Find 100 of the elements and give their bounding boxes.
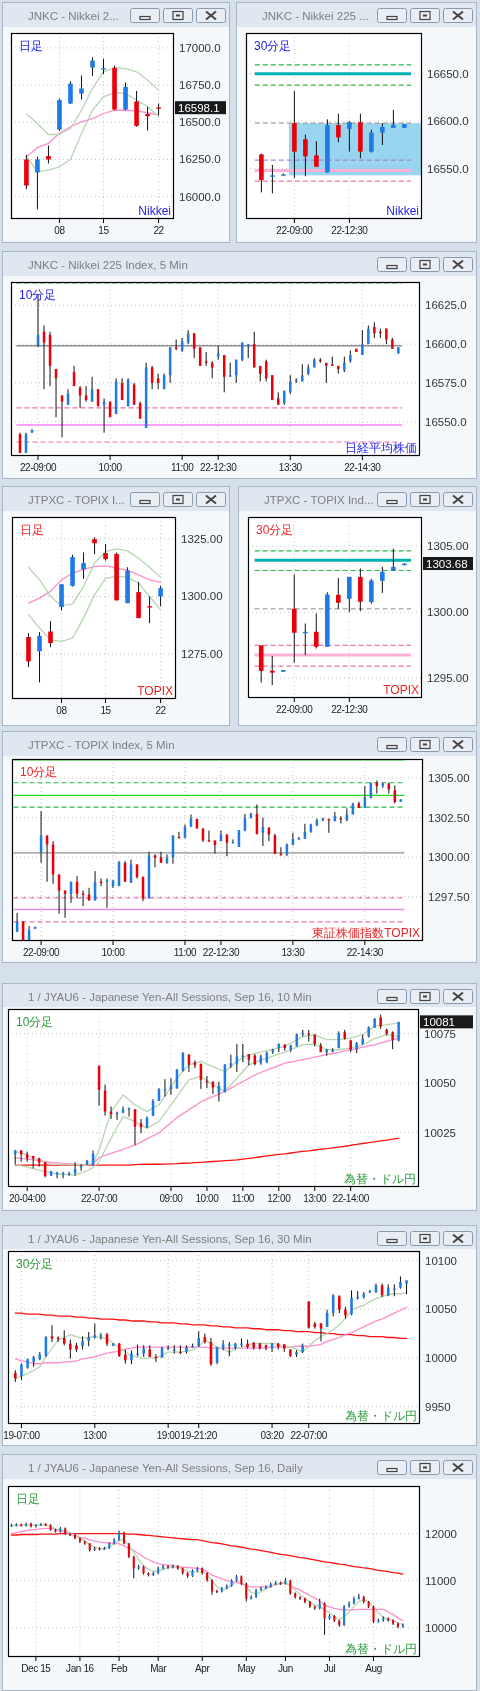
x-tick-label: 11:00 [171, 462, 195, 473]
x-tick-label: 10:00 [101, 947, 126, 958]
x-tick-label: 22-12:30 [331, 225, 369, 236]
x-tick-label: 22-09:00 [22, 947, 61, 958]
line-series [14, 1306, 408, 1365]
candlestick [279, 846, 283, 856]
y-tick-label: 9950 [425, 1400, 451, 1413]
chart-title: 1 / JYAU6 - Japanese Yen-All Sessions, Sep 16, 30 Min [28, 1233, 312, 1245]
x-tick-label: 13:00 [303, 1193, 328, 1204]
y-tick-label: 16575.0 [425, 376, 467, 389]
candlestick [163, 1078, 167, 1098]
x-tick-label: 22-14:30 [344, 462, 382, 473]
x-tick-label: 22 [155, 705, 167, 716]
candlestick [158, 585, 163, 607]
candlestick [245, 1582, 248, 1602]
line-series [27, 575, 162, 643]
x-tick-label: 11:00 [173, 947, 197, 958]
candlestick [90, 56, 95, 77]
candlestick [79, 75, 84, 101]
x-tick-label: Apr [195, 1663, 211, 1674]
candlestick [205, 1075, 209, 1089]
chart-title: 1 / JYAU6 - Japanese Yen-All Sessions, Sep 16, 10 Min [28, 991, 312, 1003]
x-tick-label: 11:00 [231, 1193, 255, 1204]
y-tick-label: 16750.0 [179, 79, 221, 92]
annotation: 10分足 [16, 1015, 54, 1029]
candlestick [59, 583, 64, 612]
x-tick-label: 13:30 [281, 947, 306, 958]
y-tick-label: 10100 [425, 1254, 457, 1267]
y-tick-label: 10050 [425, 1303, 457, 1316]
line-series [25, 66, 160, 136]
x-tick-label: 10:00 [195, 1193, 220, 1204]
y-tick-label: 1275.00 [181, 648, 223, 661]
x-tick-label: May [237, 1663, 256, 1674]
text: 10081 [423, 1015, 455, 1028]
chart-title: JNKC - Nikkei 225 Index, 5 Min [28, 259, 188, 271]
y-tick-label: 1300.00 [181, 590, 223, 603]
candlestick [335, 577, 341, 610]
x-tick-label: 10:00 [98, 462, 123, 473]
candlestick [241, 1043, 245, 1063]
annotation: 日足 [16, 1492, 40, 1506]
y-tick-label: 10025 [424, 1126, 456, 1139]
candlestick [35, 156, 40, 210]
y-tick-label: 1305.00 [428, 771, 470, 784]
y-tick-label: 16600.0 [427, 115, 469, 128]
line-series [27, 565, 162, 604]
x-tick-label: 08 [54, 225, 66, 236]
line-series [10, 1532, 404, 1575]
x-tick-label: Feb [111, 1663, 128, 1674]
candlestick [153, 853, 157, 868]
x-tick-label: 15 [98, 225, 110, 236]
y-tick-label: 1297.50 [428, 890, 470, 903]
y-tick-label: 1305.00 [427, 540, 469, 553]
y-tick-label: 1300.00 [427, 606, 469, 619]
candlestick [69, 1339, 72, 1360]
annotation: TOPIX [383, 683, 419, 697]
x-tick-label: 22-09:00 [276, 225, 314, 236]
candlestick [48, 620, 53, 648]
line-series [27, 548, 162, 607]
x-tick-label: Jul [323, 1663, 336, 1674]
candlestick [350, 1289, 353, 1316]
candlestick [259, 1586, 262, 1592]
x-tick-label: 19-07:00 [3, 1430, 41, 1441]
chart-title: JNKC - Nikkei 225 ... [262, 10, 369, 22]
y-tick-label: 10050 [424, 1077, 456, 1090]
annotation: 10分足 [19, 288, 57, 302]
candlestick [269, 655, 275, 686]
candlestick [25, 1522, 28, 1528]
x-tick-label: 22-12:30 [202, 947, 240, 958]
x-tick-label: 13:30 [278, 462, 303, 473]
y-tick-label: 16550.0 [425, 415, 467, 428]
candlestick [361, 329, 364, 356]
candlestick [339, 815, 343, 824]
y-tick-label: 16500.0 [179, 116, 221, 129]
y-tick-label: 10075 [424, 1027, 456, 1040]
x-tick-label: 22-14:30 [346, 947, 384, 958]
x-tick-label: 03:20 [260, 1430, 285, 1441]
x-tick-label: 12:00 [267, 1193, 292, 1204]
annotation: 東証株価指数TOPIX [312, 926, 420, 940]
x-tick-label: 08 [56, 705, 68, 716]
candlestick [99, 1332, 103, 1341]
candlestick [391, 109, 396, 129]
y-tick-label: 1302.50 [428, 811, 470, 824]
x-tick-label: Mar [150, 1663, 168, 1674]
candlestick [50, 1324, 54, 1343]
text: 1303.68 [426, 557, 468, 570]
x-tick-label: Jun [277, 1663, 293, 1674]
x-tick-label: 20-04:00 [9, 1193, 47, 1204]
chart-title: JTPXC - TOPIX I... [28, 494, 125, 506]
candlestick [369, 129, 374, 154]
x-tick-label: 22-14:00 [332, 1193, 370, 1204]
x-tick-label: 13:00 [83, 1430, 108, 1441]
candlestick [145, 106, 150, 131]
candlestick [123, 82, 128, 111]
annotation: TOPIX [137, 684, 173, 698]
candlestick [323, 1601, 326, 1636]
annotation: 為替・ドル円 [345, 1642, 417, 1656]
candlestick [61, 1171, 65, 1179]
annotation: Nikkei [138, 204, 171, 218]
x-tick-label: 22-12:30 [200, 462, 238, 473]
y-tick-label: 1300.00 [428, 851, 470, 864]
